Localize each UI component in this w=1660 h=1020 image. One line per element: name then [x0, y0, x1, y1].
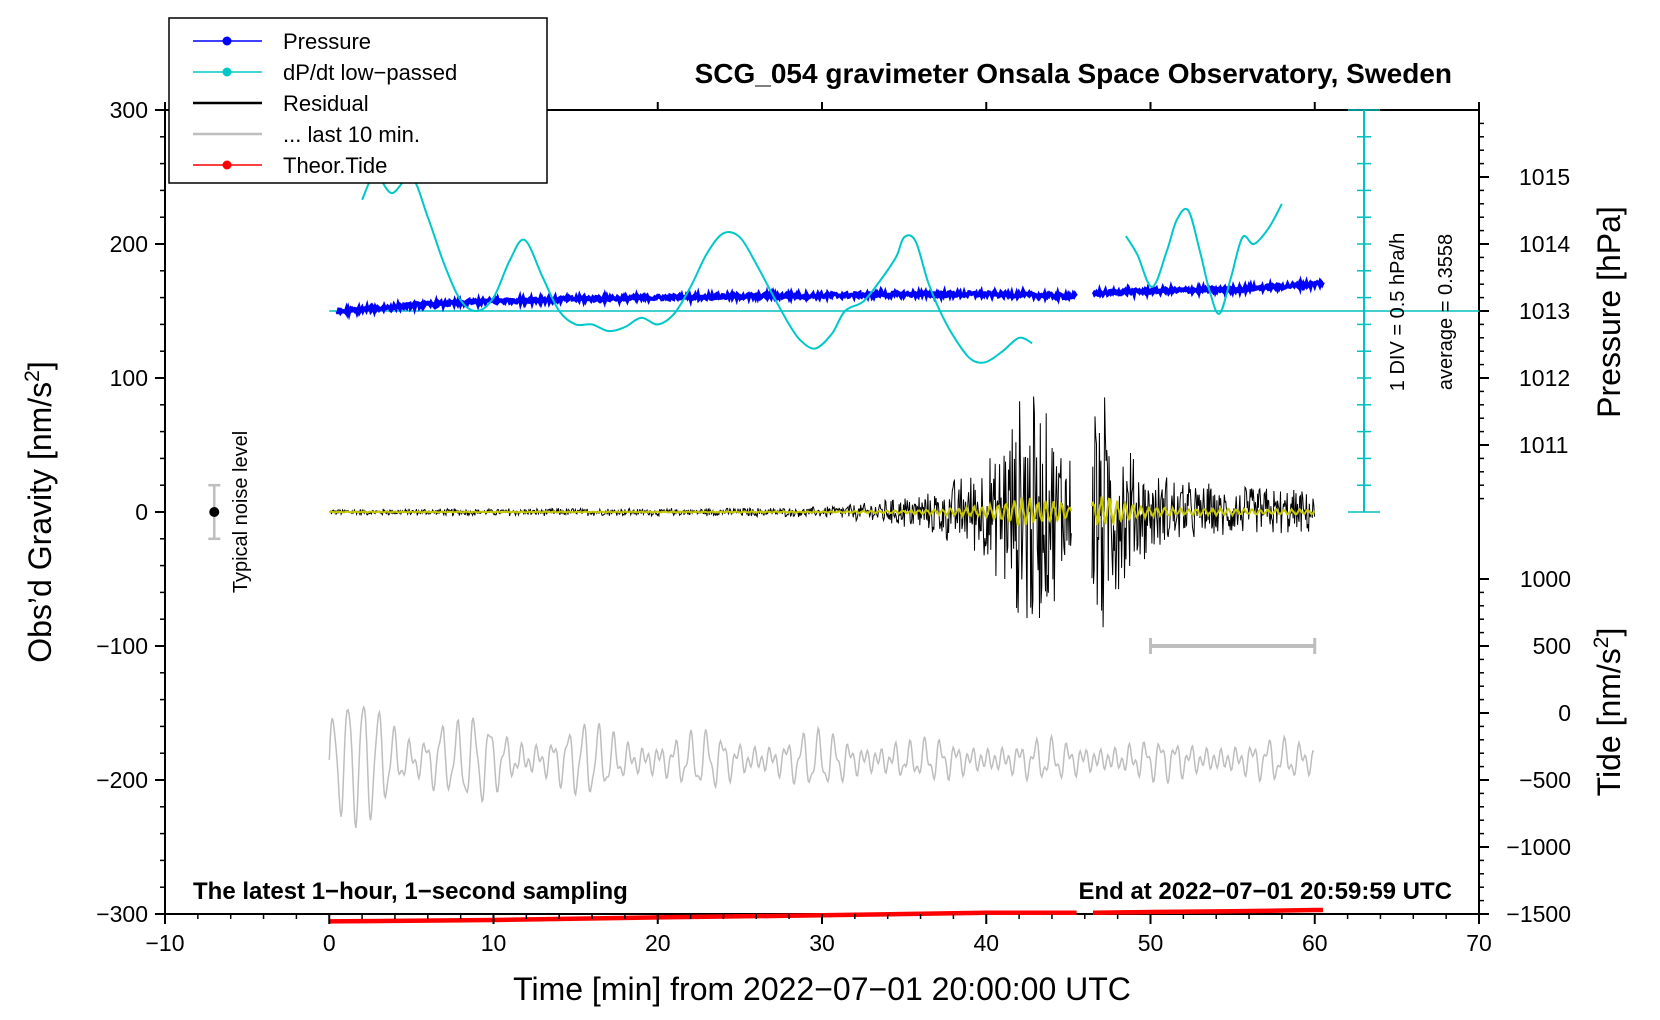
- noise-label: Typical noise level: [230, 431, 252, 593]
- y-tick-label: 200: [110, 231, 148, 257]
- x-tick-label: 10: [481, 930, 507, 956]
- theor-tide-segment: [1092, 907, 1323, 915]
- pressure-segment: [335, 285, 1078, 321]
- pressure-tick-label: 1011: [1519, 432, 1568, 458]
- div-label: 1 DIV = 0.5 hPa/h: [1387, 233, 1409, 391]
- noise-bar: [208, 483, 221, 541]
- tide-tick-label: 0: [1558, 700, 1571, 726]
- residual-smooth-line: [329, 496, 1316, 526]
- pressure-tick-label: 1012: [1519, 365, 1570, 391]
- theor-tide-segment: [329, 910, 1077, 924]
- tide-axis-label: Tide [nm/s2]: [1590, 628, 1627, 797]
- y-tick-label: 300: [110, 97, 148, 123]
- legend-label: Pressure: [283, 29, 371, 54]
- tide-tick-label: 1000: [1520, 566, 1571, 592]
- scale-bar: [1149, 638, 1317, 654]
- dpdt-trace: [361, 173, 1283, 364]
- pressure-trace: [335, 275, 1325, 321]
- tide-axis: −1500 −1000 −500 0 500 1000: [1479, 566, 1571, 927]
- left-y-axis-label: Obs’d Gravity [nm/s2]: [21, 361, 58, 663]
- legend-marker: [222, 67, 232, 77]
- x-tick-label: −10: [145, 930, 184, 956]
- average-label: average = 0.3558: [1435, 234, 1457, 390]
- x-tick-label: 50: [1138, 930, 1164, 956]
- dpdt-segment: [361, 173, 1033, 364]
- y-tick-label: −200: [96, 767, 148, 793]
- tide-tick-label: 500: [1533, 633, 1571, 659]
- pressure-tick-label: 1013: [1519, 298, 1570, 324]
- x-axis-label: Time [min] from 2022−07−01 20:00:00 UTC: [513, 971, 1131, 1007]
- residual-line: [329, 396, 1315, 628]
- residual-trace: [329, 396, 1316, 628]
- legend-box: [168, 17, 548, 184]
- x-tick-label: 30: [809, 930, 835, 956]
- last-10-min-trace: [328, 704, 1315, 829]
- y-tick-label: −100: [96, 633, 148, 659]
- sampling-note: The latest 1−hour, 1−second sampling: [193, 878, 628, 905]
- tide-tick-label: −1000: [1506, 834, 1571, 860]
- left-y-axis: −300 −200 −100 0 100 200 300: [96, 97, 165, 927]
- x-tick-label: 70: [1466, 930, 1492, 956]
- x-axis: −10 0 10 20 30 40 50 60 70: [145, 102, 1492, 956]
- chart-title: SCG_054 gravimeter Onsala Space Observat…: [695, 58, 1452, 89]
- pressure-axis-label: Pressure [hPa]: [1591, 206, 1627, 418]
- tide-tick-label: −1500: [1506, 901, 1571, 927]
- x-tick-label: 0: [323, 930, 336, 956]
- pressure-axis: 1011 1012 1013 1014 1015: [1479, 122, 1570, 500]
- legend-label: dP/dt low−passed: [283, 60, 457, 85]
- legend-label: Theor.Tide: [283, 153, 387, 178]
- x-tick-label: 20: [645, 930, 671, 956]
- pressure-tick-label: 1015: [1519, 164, 1570, 190]
- legend-marker: [222, 160, 232, 170]
- tide-tick-label: −500: [1519, 767, 1571, 793]
- x-tick-label: 40: [973, 930, 999, 956]
- y-tick-label: 0: [135, 499, 148, 525]
- legend-label: Residual: [283, 91, 369, 116]
- end-time-note: End at 2022−07−01 20:59:59 UTC: [1078, 878, 1452, 905]
- pressure-segment: [1091, 275, 1325, 302]
- legend-marker: [222, 36, 232, 46]
- legend: Pressure dP/dt low−passed Residual ... last…: [168, 17, 548, 184]
- noise-bar-dot: [209, 507, 220, 517]
- x-tick-label: 60: [1302, 930, 1328, 956]
- last-10-min-line: [328, 704, 1315, 829]
- y-tick-label: 100: [110, 365, 148, 391]
- y-tick-label: −300: [96, 901, 148, 927]
- dpdt-segment: [1125, 203, 1283, 315]
- theor-tide-trace: [329, 907, 1323, 924]
- dpdt-scale: [329, 109, 1479, 513]
- pressure-tick-label: 1014: [1519, 231, 1570, 257]
- legend-label: ... last 10 min.: [283, 122, 420, 147]
